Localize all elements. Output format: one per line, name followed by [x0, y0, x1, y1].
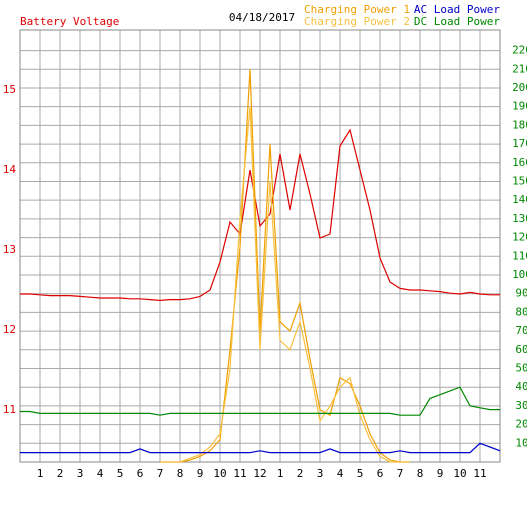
y2-tick-label: 190 [512, 100, 527, 113]
chart-title: 04/18/2017 [229, 11, 295, 24]
x-tick-label: 9 [197, 467, 204, 480]
y2-tick-label: 210 [512, 62, 527, 75]
x-tick-label: 7 [397, 467, 404, 480]
x-tick-label: 11 [233, 467, 246, 480]
y2-tick-label: 110 [512, 249, 527, 262]
y2-tick-label: 50 [515, 361, 527, 374]
y2-tick-label: 100 [512, 268, 527, 281]
y-tick-label: 14 [3, 163, 17, 176]
y2-tick-label: 200 [512, 81, 527, 94]
y2-tick-label: 160 [512, 156, 527, 169]
legend-label: AC Load Power [414, 3, 500, 16]
y2-tick-label: 170 [512, 137, 527, 150]
series-line [20, 442, 501, 454]
y-tick-label: 11 [3, 403, 16, 416]
x-tick-label: 12 [253, 467, 266, 480]
x-tick-label: 1 [277, 467, 284, 480]
legend-label: Battery Voltage [20, 15, 119, 28]
y-tick-label: 12 [3, 323, 16, 336]
series-line [160, 106, 410, 463]
x-tick-label: 8 [417, 467, 424, 480]
plot-frame [19, 29, 501, 463]
x-tick-label: 5 [117, 467, 124, 480]
y2-tick-label: 120 [512, 231, 527, 244]
y2-tick-label: 90 [515, 287, 527, 300]
y2-tick-label: 80 [515, 305, 527, 318]
x-tick-label: 5 [357, 467, 364, 480]
x-tick-label: 1 [37, 467, 44, 480]
x-tick-label: 3 [317, 467, 324, 480]
y2-tick-label: 40 [515, 380, 527, 393]
legend-label: Charging Power 2 [304, 15, 410, 28]
y2-tick-label: 70 [515, 324, 527, 337]
y2-tick-label: 30 [515, 399, 527, 412]
x-tick-label: 6 [137, 467, 144, 480]
y2-tick-label: 10 [515, 436, 527, 449]
series-line [20, 128, 500, 302]
series-line [160, 69, 410, 463]
legend-label: DC Load Power [414, 15, 500, 28]
y2-tick-label: 60 [515, 343, 527, 356]
y2-tick-label: 220 [512, 44, 527, 57]
y2-tick-label: 20 [515, 418, 527, 431]
y2-tick-label: 140 [512, 193, 527, 206]
x-tick-label: 6 [377, 467, 384, 480]
y-tick-label: 15 [3, 83, 16, 96]
x-tick-label: 4 [97, 467, 104, 480]
y2-tick-label: 150 [512, 174, 527, 187]
y-tick-label: 13 [3, 243, 16, 256]
series-line [20, 386, 500, 416]
x-tick-label: 7 [157, 467, 164, 480]
y2-tick-label: 180 [512, 118, 527, 131]
x-tick-label: 11 [473, 467, 486, 480]
legend-label: Charging Power 1 [304, 3, 410, 16]
x-tick-label: 8 [177, 467, 184, 480]
x-tick-label: 3 [77, 467, 84, 480]
x-tick-label: 4 [337, 467, 344, 480]
x-tick-label: 2 [297, 467, 304, 480]
x-tick-label: 10 [453, 467, 466, 480]
x-tick-label: 10 [213, 467, 226, 480]
x-tick-label: 9 [437, 467, 444, 480]
x-tick-label: 2 [57, 467, 64, 480]
y2-tick-label: 130 [512, 212, 527, 225]
